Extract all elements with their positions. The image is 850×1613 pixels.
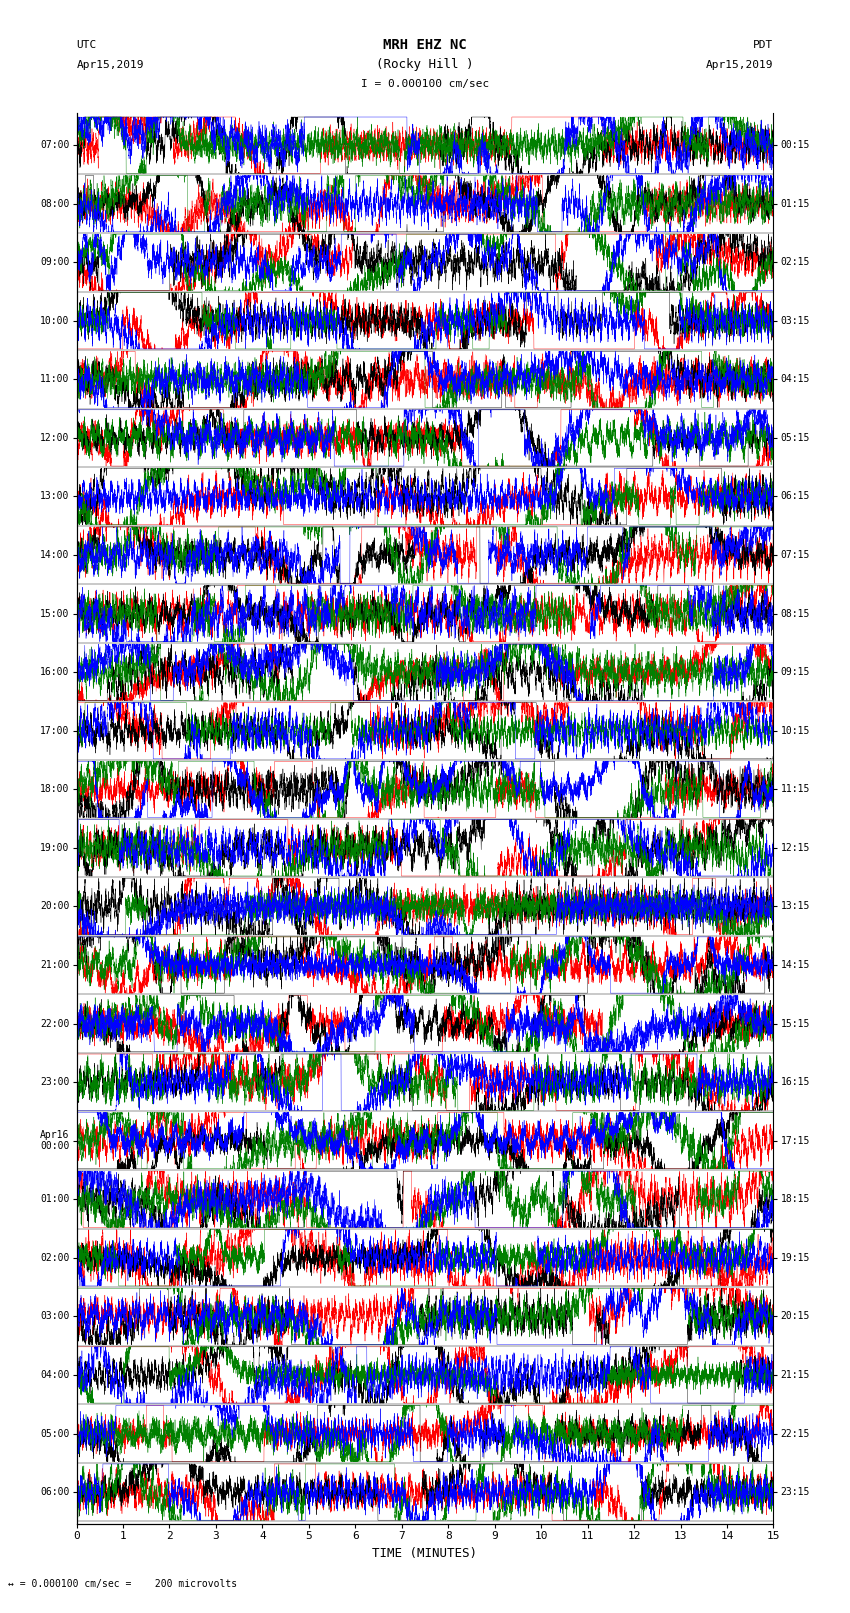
Text: ↔ = 0.000100 cm/sec =    200 microvolts: ↔ = 0.000100 cm/sec = 200 microvolts: [8, 1579, 238, 1589]
X-axis label: TIME (MINUTES): TIME (MINUTES): [372, 1547, 478, 1560]
Text: MRH EHZ NC: MRH EHZ NC: [383, 39, 467, 52]
Text: UTC: UTC: [76, 40, 97, 50]
Text: (Rocky Hill ): (Rocky Hill ): [377, 58, 473, 71]
Text: Apr15,2019: Apr15,2019: [76, 60, 144, 69]
Text: I = 0.000100 cm/sec: I = 0.000100 cm/sec: [361, 79, 489, 89]
Text: PDT: PDT: [753, 40, 774, 50]
Text: Apr15,2019: Apr15,2019: [706, 60, 774, 69]
